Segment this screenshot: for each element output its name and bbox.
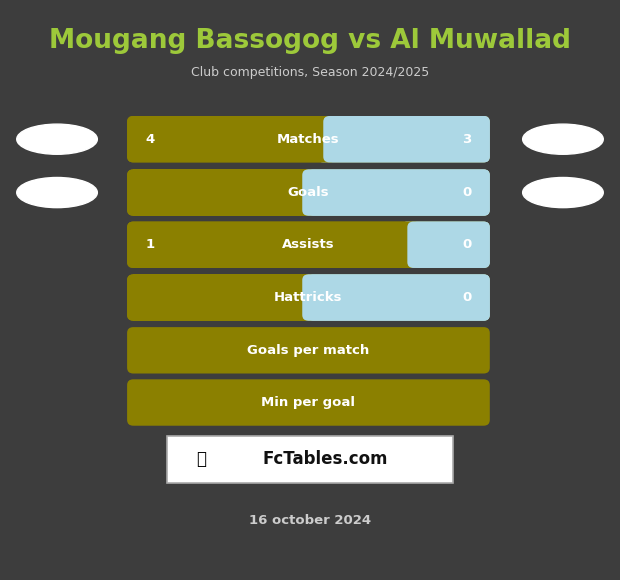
Text: 3: 3	[462, 133, 471, 146]
FancyBboxPatch shape	[127, 222, 490, 268]
FancyBboxPatch shape	[303, 274, 490, 321]
Ellipse shape	[17, 124, 97, 154]
Text: 0: 0	[462, 291, 471, 304]
FancyBboxPatch shape	[127, 222, 420, 268]
Text: 0: 0	[462, 238, 471, 251]
FancyBboxPatch shape	[401, 222, 490, 268]
Text: Matches: Matches	[277, 133, 340, 146]
FancyBboxPatch shape	[127, 116, 490, 162]
FancyBboxPatch shape	[407, 222, 490, 268]
Text: 📈: 📈	[197, 450, 206, 469]
Text: 4: 4	[146, 133, 155, 146]
Text: FcTables.com: FcTables.com	[263, 450, 388, 469]
Text: 16 october 2024: 16 october 2024	[249, 514, 371, 527]
FancyBboxPatch shape	[127, 327, 490, 374]
FancyBboxPatch shape	[303, 169, 490, 216]
FancyBboxPatch shape	[127, 169, 490, 216]
Bar	[133, 169, 309, 216]
Text: Goals: Goals	[288, 186, 329, 199]
FancyBboxPatch shape	[127, 169, 316, 216]
FancyBboxPatch shape	[127, 379, 490, 426]
FancyBboxPatch shape	[296, 169, 490, 216]
FancyBboxPatch shape	[323, 116, 490, 162]
FancyBboxPatch shape	[127, 274, 490, 321]
Text: Min per goal: Min per goal	[262, 396, 355, 409]
Ellipse shape	[523, 124, 603, 154]
FancyBboxPatch shape	[167, 436, 453, 483]
Bar	[133, 274, 309, 321]
Ellipse shape	[523, 177, 603, 208]
FancyBboxPatch shape	[127, 274, 316, 321]
Bar	[133, 116, 329, 162]
Text: 1: 1	[146, 238, 155, 251]
Ellipse shape	[17, 177, 97, 208]
Text: Mougang Bassogog vs Al Muwallad: Mougang Bassogog vs Al Muwallad	[49, 28, 571, 53]
Text: Assists: Assists	[282, 238, 335, 251]
Text: Hattricks: Hattricks	[274, 291, 343, 304]
FancyBboxPatch shape	[127, 116, 336, 162]
FancyBboxPatch shape	[296, 274, 490, 321]
FancyBboxPatch shape	[317, 116, 490, 162]
Text: Club competitions, Season 2024/2025: Club competitions, Season 2024/2025	[191, 66, 429, 79]
Text: Goals per match: Goals per match	[247, 344, 370, 357]
Text: 0: 0	[462, 186, 471, 199]
Bar	[133, 222, 414, 268]
